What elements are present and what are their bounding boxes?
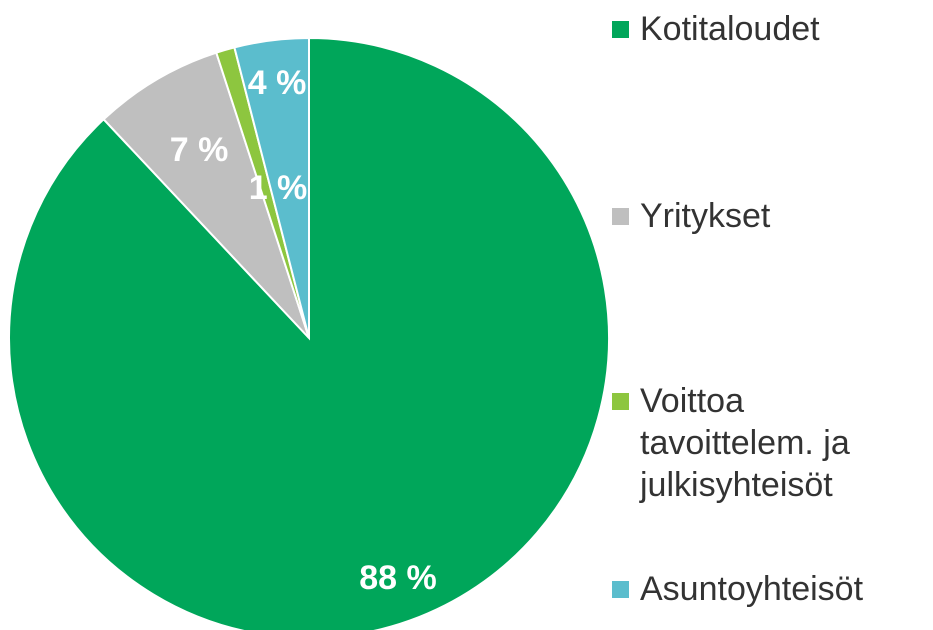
legend-item: Yritykset: [612, 195, 912, 237]
data-label: 88 %: [359, 559, 437, 597]
legend-swatch: [612, 393, 629, 410]
legend-label: Kotitaloudet: [640, 10, 820, 48]
legend-item: Asuntoyhteisöt: [612, 568, 912, 610]
legend-swatch: [612, 581, 629, 598]
data-label: 1 %: [249, 169, 308, 207]
legend-item: Kotitaloudet: [612, 8, 912, 50]
legend-label: Asuntoyhteisöt: [640, 570, 864, 608]
legend-swatch: [612, 208, 629, 225]
legend-label: Voittoa tavoittelem. ja julkisyhteisöt: [640, 382, 850, 504]
data-label: 7 %: [170, 131, 229, 169]
pie-slice: [102, 51, 310, 339]
legend-swatch: [612, 21, 629, 38]
legend-item: Voittoa tavoittelem. ja julkisyhteisöt: [612, 380, 912, 506]
data-label: 4 %: [248, 64, 307, 102]
legend-label: Yritykset: [640, 197, 771, 235]
pie-slice: [8, 36, 610, 630]
pie-slice: [233, 36, 310, 339]
